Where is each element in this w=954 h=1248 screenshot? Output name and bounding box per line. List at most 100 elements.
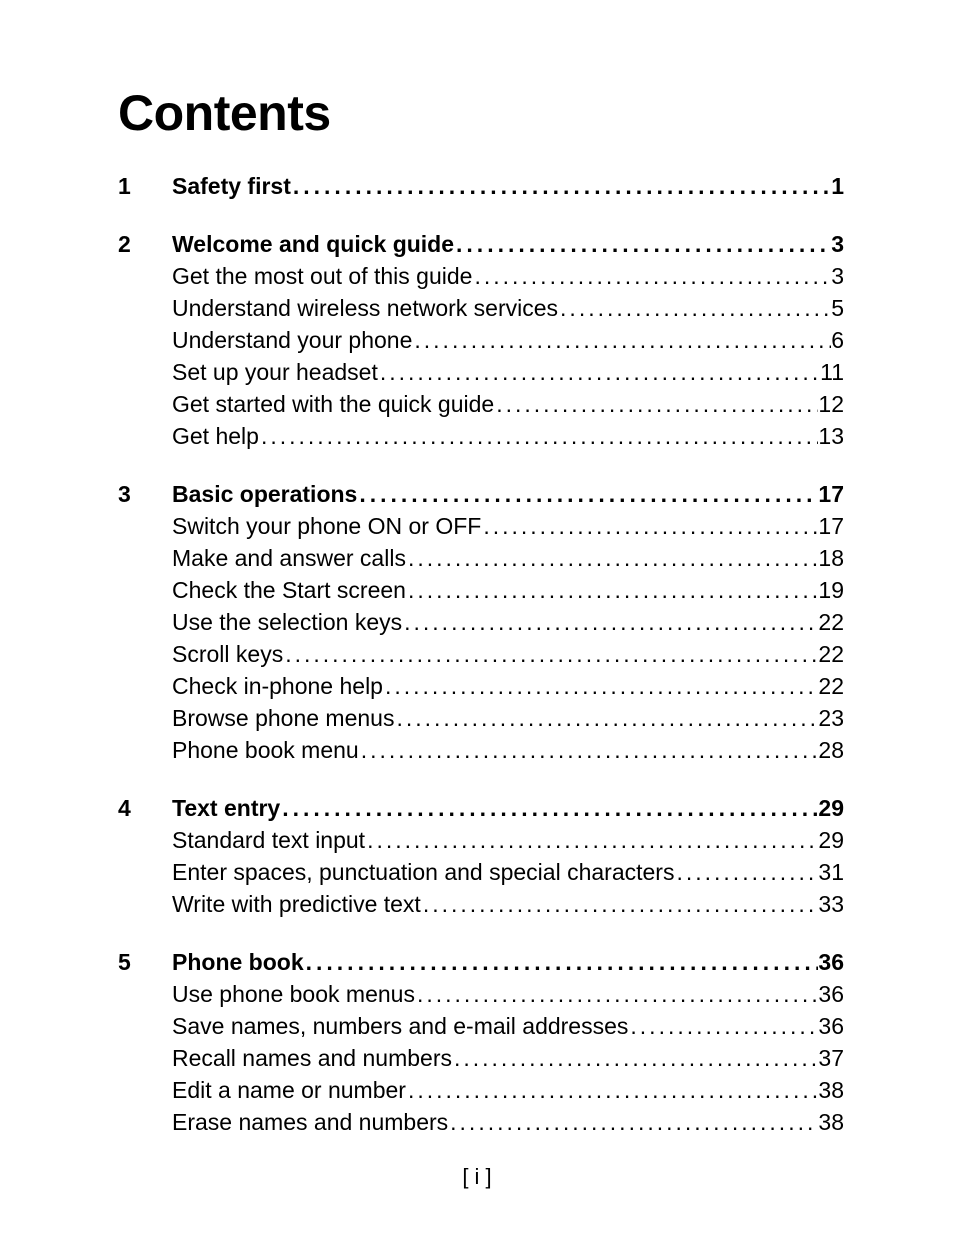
toc-sub-label: Save names, numbers and e-mail addresses: [172, 1010, 628, 1042]
toc-sub-page: 11: [820, 356, 844, 388]
toc-sub-label: Use the selection keys: [172, 606, 402, 638]
toc-sub-row: Browse phone menus......................…: [118, 702, 844, 734]
toc-chapter-row: 2Welcome and quick guide................…: [118, 228, 844, 260]
toc-sub-label: Phone book menu: [172, 734, 359, 766]
toc-entry: Switch your phone ON or OFF.............…: [172, 510, 844, 542]
table-of-contents: 1Safety first...........................…: [118, 170, 844, 1138]
toc-entry: Set up your headset.....................…: [172, 356, 844, 388]
toc-sub-row: Use phone book menus....................…: [118, 978, 844, 1010]
toc-entry: Understand your phone...................…: [172, 324, 844, 356]
toc-chapter-row: 1Safety first...........................…: [118, 170, 844, 202]
toc-sub-page: 17: [818, 510, 844, 542]
toc-sub-label: Recall names and numbers: [172, 1042, 452, 1074]
page-title: Contents: [118, 84, 844, 142]
toc-sub-row: Erase names and numbers.................…: [118, 1106, 844, 1138]
toc-sub-label: Understand your phone: [172, 324, 412, 356]
toc-entry: Basic operations........................…: [172, 478, 844, 510]
toc-leader: ........................................…: [383, 670, 818, 702]
toc-entry: Browse phone menus......................…: [172, 702, 844, 734]
toc-sub-page: 31: [818, 856, 844, 888]
toc-sub-page: 29: [818, 824, 844, 856]
toc-sub-label: Set up your headset: [172, 356, 378, 388]
page: Contents 1Safety first..................…: [0, 0, 954, 1248]
toc-sub-row: Edit a name or number...................…: [118, 1074, 844, 1106]
toc-sub-row: Set up your headset.....................…: [118, 356, 844, 388]
toc-entry: Welcome and quick guide.................…: [172, 228, 844, 260]
toc-leader: ........................................…: [481, 510, 818, 542]
toc-chapter-row: 4Text entry.............................…: [118, 792, 844, 824]
toc-entry: Understand wireless network services....…: [172, 292, 844, 324]
toc-sub-row: Get the most out of this guide..........…: [118, 260, 844, 292]
toc-leader: ........................................…: [628, 1010, 818, 1042]
toc-sub-page: 38: [818, 1106, 844, 1138]
toc-chapter-label: Welcome and quick guide: [172, 228, 454, 260]
toc-sub-page: 22: [818, 638, 844, 670]
toc-sub-page: 18: [818, 542, 844, 574]
toc-sub-row: Check in-phone help.....................…: [118, 670, 844, 702]
toc-leader: ........................................…: [448, 1106, 818, 1138]
toc-sub-label: Write with predictive text: [172, 888, 421, 920]
toc-sub-label: Scroll keys: [172, 638, 283, 670]
toc-leader: ........................................…: [304, 946, 819, 978]
toc-leader: ........................................…: [406, 542, 818, 574]
toc-chapter-number: 4: [118, 792, 172, 824]
toc-leader: ........................................…: [454, 228, 831, 260]
toc-chapter-label: Basic operations: [172, 478, 357, 510]
toc-sub-row: Enter spaces, punctuation and special ch…: [118, 856, 844, 888]
toc-chapter-number: 5: [118, 946, 172, 978]
toc-leader: ........................................…: [421, 888, 819, 920]
toc-leader: ........................................…: [291, 170, 831, 202]
toc-sub-row: Save names, numbers and e-mail addresses…: [118, 1010, 844, 1042]
toc-entry: Enter spaces, punctuation and special ch…: [172, 856, 844, 888]
toc-sub-row: Recall names and numbers................…: [118, 1042, 844, 1074]
toc-sub-row: Understand your phone...................…: [118, 324, 844, 356]
toc-leader: ........................................…: [674, 856, 818, 888]
toc-section: 3Basic operations.......................…: [118, 478, 844, 766]
toc-sub-page: 28: [818, 734, 844, 766]
toc-entry: Get the most out of this guide..........…: [172, 260, 844, 292]
toc-leader: ........................................…: [558, 292, 831, 324]
toc-sub-label: Check in-phone help: [172, 670, 383, 702]
toc-chapter-label: Text entry: [172, 792, 280, 824]
toc-entry: Get help................................…: [172, 420, 844, 452]
toc-chapter-number: 1: [118, 170, 172, 202]
toc-sub-row: Phone book menu.........................…: [118, 734, 844, 766]
toc-chapter-row: 3Basic operations.......................…: [118, 478, 844, 510]
toc-chapter-number: 2: [118, 228, 172, 260]
toc-section: 2Welcome and quick guide................…: [118, 228, 844, 452]
toc-entry: Save names, numbers and e-mail addresses…: [172, 1010, 844, 1042]
toc-sub-row: Write with predictive text..............…: [118, 888, 844, 920]
toc-section: 4Text entry.............................…: [118, 792, 844, 920]
toc-sub-page: 37: [818, 1042, 844, 1074]
toc-entry: Erase names and numbers.................…: [172, 1106, 844, 1138]
toc-section: 5Phone book.............................…: [118, 946, 844, 1138]
toc-chapter-page: 36: [818, 946, 844, 978]
toc-sub-row: Switch your phone ON or OFF.............…: [118, 510, 844, 542]
toc-entry: Edit a name or number...................…: [172, 1074, 844, 1106]
toc-sub-page: 38: [818, 1074, 844, 1106]
toc-entry: Scroll keys.............................…: [172, 638, 844, 670]
toc-sub-label: Switch your phone ON or OFF: [172, 510, 481, 542]
toc-sub-row: Get started with the quick guide........…: [118, 388, 844, 420]
toc-chapter-row: 5Phone book.............................…: [118, 946, 844, 978]
toc-leader: ........................................…: [283, 638, 818, 670]
toc-entry: Text entry..............................…: [172, 792, 844, 824]
toc-sub-page: 5: [831, 292, 844, 324]
toc-sub-page: 33: [818, 888, 844, 920]
toc-sub-row: Standard text input.....................…: [118, 824, 844, 856]
toc-sub-page: 3: [831, 260, 844, 292]
toc-leader: ........................................…: [359, 734, 819, 766]
toc-sub-page: 36: [818, 1010, 844, 1042]
page-number-footer: [ i ]: [0, 1164, 954, 1190]
toc-leader: ........................................…: [365, 824, 818, 856]
toc-sub-label: Understand wireless network services: [172, 292, 558, 324]
toc-chapter-page: 17: [818, 478, 844, 510]
toc-entry: Use the selection keys..................…: [172, 606, 844, 638]
toc-sub-row: Scroll keys.............................…: [118, 638, 844, 670]
toc-sub-page: 6: [831, 324, 844, 356]
toc-sub-label: Use phone book menus: [172, 978, 415, 1010]
toc-leader: ........................................…: [259, 420, 818, 452]
toc-entry: Standard text input.....................…: [172, 824, 844, 856]
toc-entry: Phone book menu.........................…: [172, 734, 844, 766]
toc-sub-label: Make and answer calls: [172, 542, 406, 574]
